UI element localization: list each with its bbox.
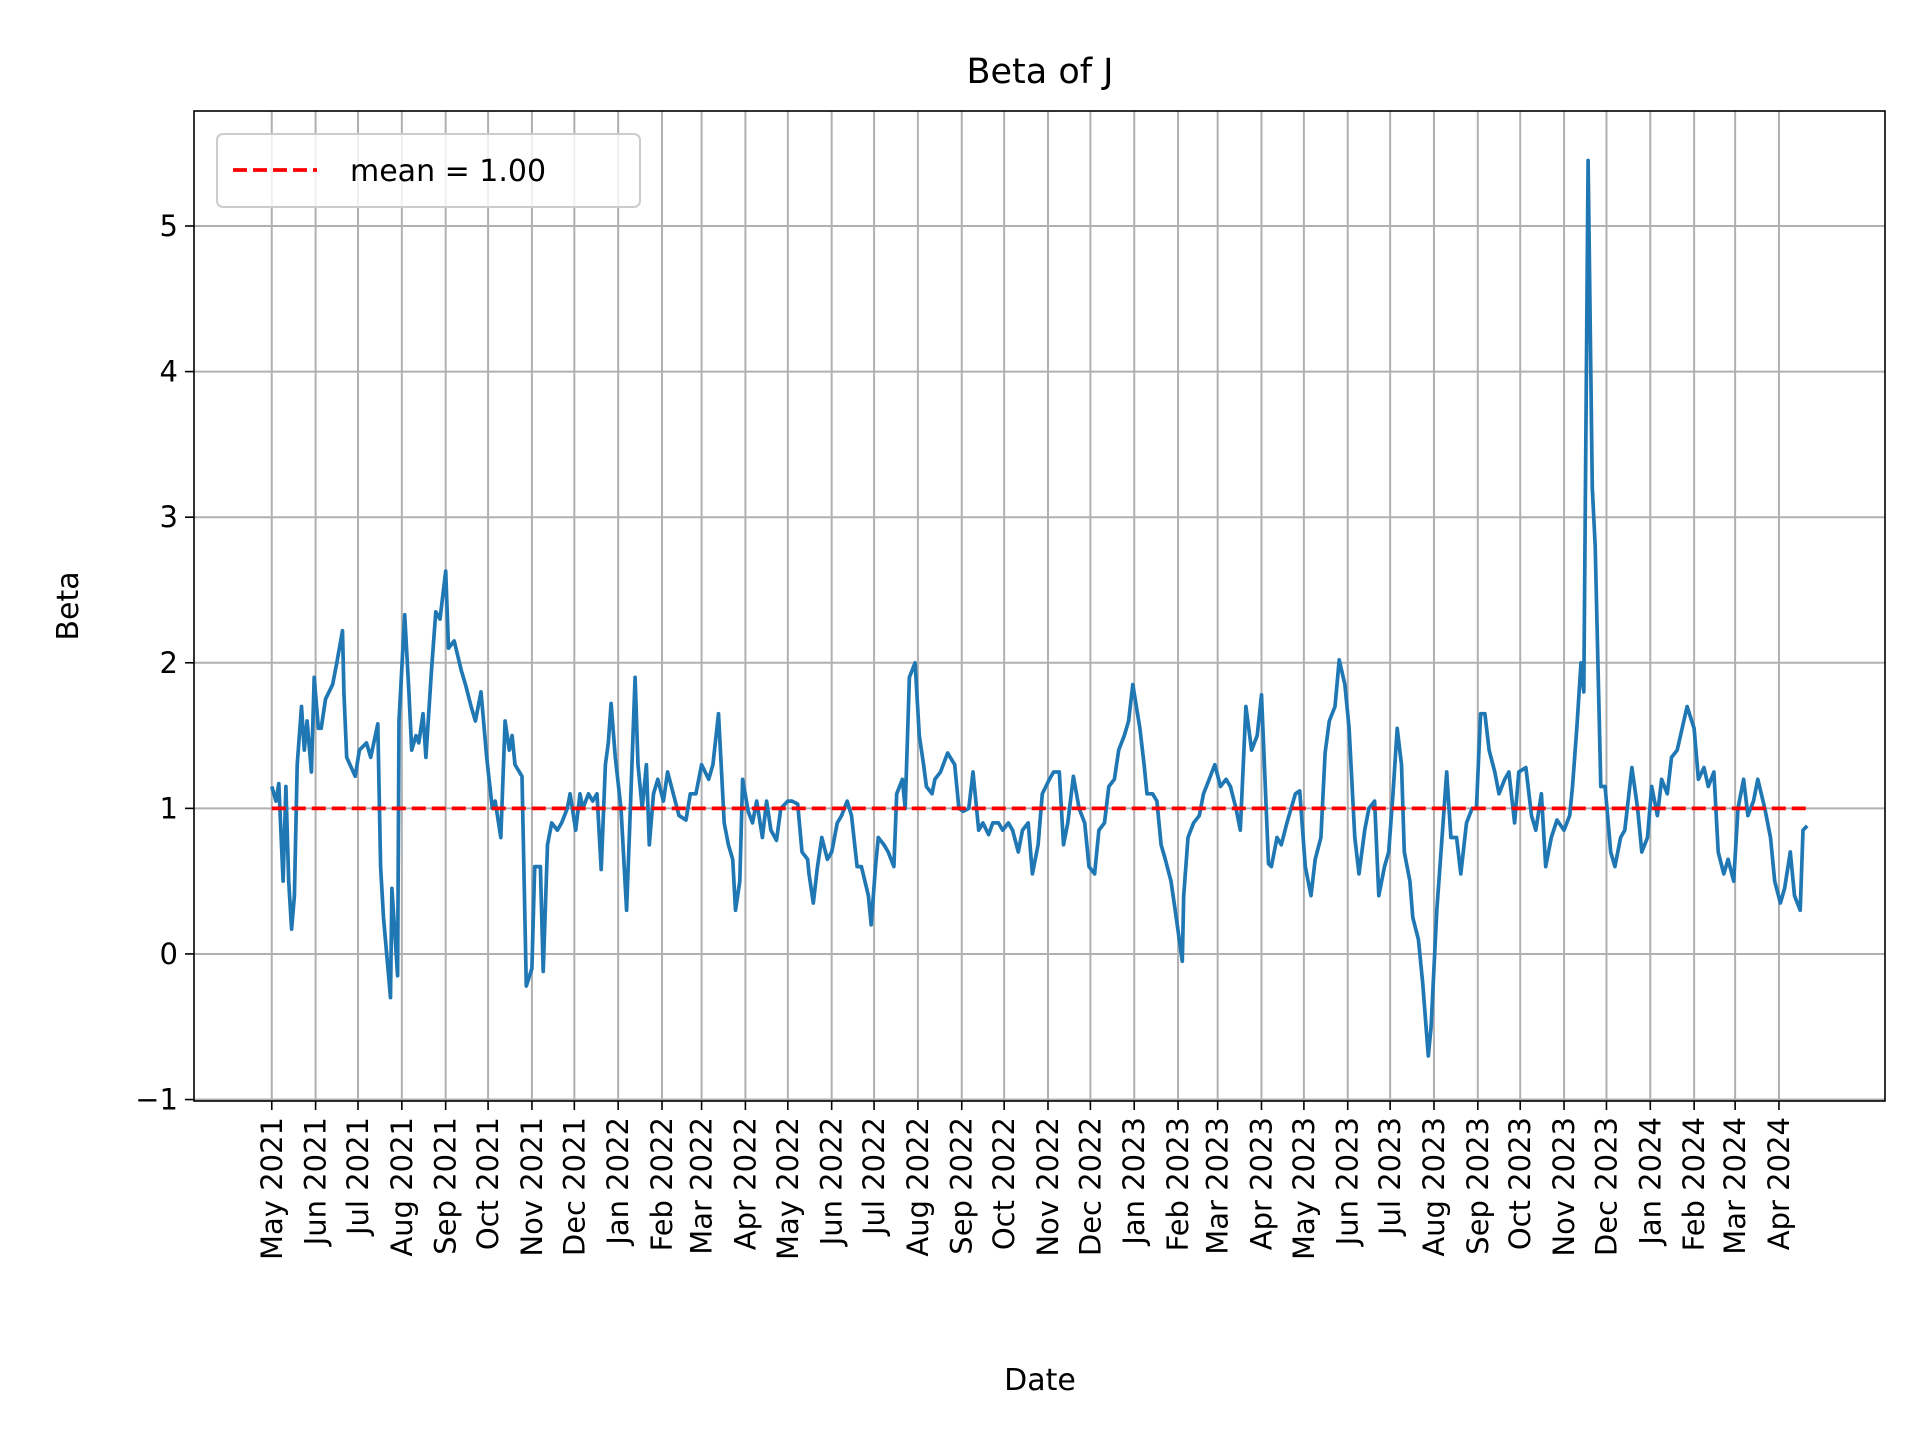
x-tick-label: Dec 2022	[1073, 1117, 1107, 1256]
x-tick-label: Jun 2021	[299, 1117, 333, 1247]
axis-ticks: −1 0 1 2 3 4 5 May 2021 Jun 2021 Jul 2021 Aug 2021…	[135, 209, 1796, 1260]
chart-title: Beta of J	[966, 52, 1113, 92]
x-tick-label: Jan 2023	[1117, 1117, 1151, 1247]
y-axis-label: Beta	[51, 571, 86, 640]
x-tick-label: Sep 2023	[1461, 1117, 1495, 1255]
y-tick-label: 1	[160, 791, 178, 825]
x-tick-label: Aug 2022	[901, 1117, 935, 1257]
x-tick-label: Aug 2021	[385, 1117, 419, 1257]
x-tick-label: Mar 2023	[1201, 1117, 1235, 1255]
x-tick-label: Oct 2021	[471, 1117, 505, 1250]
legend-mean-label: mean = 1.00	[350, 154, 546, 189]
x-tick-label: Feb 2024	[1677, 1117, 1711, 1251]
x-tick-label: Nov 2021	[515, 1117, 549, 1257]
y-tick-label: 2	[160, 646, 178, 680]
x-tick-label: Dec 2021	[557, 1117, 591, 1256]
x-tick-label: Mar 2022	[685, 1117, 719, 1255]
x-tick-label: Nov 2022	[1031, 1117, 1065, 1257]
x-tick-label: Nov 2023	[1547, 1117, 1581, 1257]
x-tick-label: Dec 2023	[1589, 1117, 1623, 1256]
x-tick-label: Aug 2023	[1417, 1117, 1451, 1257]
y-tick-label: 5	[160, 209, 178, 243]
legend: mean = 1.00	[216, 133, 641, 208]
x-tick-label: Jun 2022	[815, 1117, 849, 1247]
x-axis-label: Date	[1004, 1363, 1076, 1398]
x-tick-label: Mar 2024	[1718, 1117, 1752, 1255]
x-tick-label: Apr 2024	[1762, 1117, 1796, 1250]
x-tick-label: Jan 2022	[601, 1117, 635, 1247]
x-tick-label: Apr 2022	[728, 1117, 762, 1250]
plot-frame	[193, 110, 1886, 1102]
x-tick-label: Sep 2022	[945, 1117, 979, 1255]
x-tick-label: Jul 2021	[341, 1117, 375, 1237]
y-tick-label: 3	[160, 500, 178, 534]
x-tick-label: May 2023	[1287, 1117, 1321, 1260]
x-tick-label: Jul 2023	[1373, 1117, 1407, 1237]
y-tick-label: 4	[160, 355, 178, 389]
x-tick-label: Jul 2022	[857, 1117, 891, 1237]
x-tick-label: Apr 2023	[1244, 1117, 1278, 1250]
y-tick-label: −1	[135, 1083, 178, 1117]
legend-box	[216, 133, 641, 208]
x-tick-label: May 2021	[255, 1117, 289, 1260]
plot-content	[270, 158, 1809, 1058]
x-tick-label: May 2022	[771, 1117, 805, 1260]
x-tick-label: Oct 2022	[987, 1117, 1021, 1250]
x-tick-label: Jan 2024	[1633, 1117, 1667, 1247]
x-tick-label: Feb 2023	[1161, 1117, 1195, 1251]
y-tick-label: 0	[160, 937, 178, 971]
x-tick-label: Feb 2022	[645, 1117, 679, 1251]
x-tick-label: Sep 2021	[429, 1117, 463, 1255]
x-tick-label: Jun 2023	[1331, 1117, 1365, 1247]
beta-series-line	[270, 158, 1809, 1058]
x-tick-label: Oct 2023	[1503, 1117, 1537, 1250]
